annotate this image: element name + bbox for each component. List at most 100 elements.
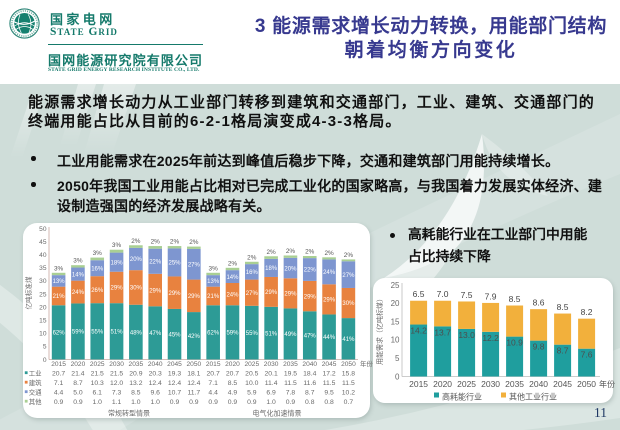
- svg-text:7.9: 7.9: [485, 291, 497, 301]
- svg-text:20.7: 20.7: [52, 371, 65, 378]
- svg-text:6.1: 6.1: [93, 390, 103, 397]
- svg-text:21.4: 21.4: [71, 371, 84, 378]
- svg-text:29%: 29%: [149, 288, 162, 294]
- svg-text:2%: 2%: [247, 254, 257, 261]
- svg-text:2050: 2050: [341, 361, 356, 368]
- svg-text:4.4: 4.4: [54, 390, 64, 397]
- svg-text:0.8: 0.8: [305, 399, 315, 406]
- svg-text:13%: 13%: [207, 279, 220, 285]
- svg-text:常规转型情景: 常规转型情景: [108, 409, 150, 418]
- svg-text:42%: 42%: [188, 334, 201, 340]
- svg-text:29%: 29%: [323, 298, 336, 304]
- svg-text:22%: 22%: [304, 268, 317, 274]
- svg-text:4.4: 4.4: [208, 390, 218, 397]
- svg-text:2045: 2045: [553, 379, 572, 389]
- svg-text:2025: 2025: [457, 379, 476, 389]
- svg-text:2030: 2030: [481, 379, 500, 389]
- svg-text:交通: 交通: [29, 388, 42, 397]
- svg-text:44%: 44%: [323, 335, 336, 341]
- svg-text:13.7: 13.7: [434, 327, 451, 337]
- svg-text:2%: 2%: [324, 250, 334, 257]
- svg-text:18%: 18%: [111, 260, 124, 266]
- svg-text:工业: 工业: [29, 369, 42, 378]
- svg-text:2020: 2020: [71, 361, 86, 368]
- svg-text:7.1: 7.1: [54, 380, 64, 387]
- svg-text:51%: 51%: [111, 330, 124, 336]
- svg-text:41%: 41%: [342, 337, 355, 343]
- svg-text:27%: 27%: [246, 291, 259, 297]
- svg-text:0.9: 0.9: [73, 399, 83, 406]
- svg-text:21%: 21%: [53, 294, 66, 300]
- svg-text:3%: 3%: [209, 265, 219, 272]
- svg-text:0.9: 0.9: [170, 399, 180, 406]
- svg-text:20.5: 20.5: [245, 371, 258, 378]
- svg-text:2%: 2%: [286, 248, 296, 255]
- svg-text:2%: 2%: [170, 239, 180, 246]
- svg-text:17.2: 17.2: [322, 371, 335, 378]
- svg-text:8.7: 8.7: [73, 380, 83, 387]
- svg-text:11.5: 11.5: [342, 380, 355, 387]
- svg-text:15: 15: [391, 317, 400, 326]
- svg-text:2015: 2015: [51, 361, 66, 368]
- svg-text:0.9: 0.9: [247, 399, 257, 406]
- svg-text:24%: 24%: [323, 270, 336, 276]
- svg-text:55%: 55%: [91, 330, 104, 336]
- svg-text:2020: 2020: [225, 361, 240, 368]
- svg-text:11.7: 11.7: [187, 390, 200, 397]
- svg-text:8.6: 8.6: [533, 298, 545, 308]
- svg-text:8.7: 8.7: [305, 390, 315, 397]
- svg-text:25: 25: [391, 281, 400, 290]
- svg-text:2%: 2%: [344, 252, 354, 259]
- svg-text:2035: 2035: [129, 361, 144, 368]
- svg-text:49%: 49%: [284, 332, 297, 338]
- svg-text:1.1: 1.1: [112, 399, 122, 406]
- svg-text:30%: 30%: [342, 301, 355, 307]
- svg-text:20: 20: [39, 304, 47, 311]
- svg-text:21.5: 21.5: [110, 371, 123, 378]
- svg-text:16%: 16%: [246, 270, 259, 276]
- svg-text:20%: 20%: [284, 266, 297, 272]
- svg-text:2030: 2030: [264, 361, 279, 368]
- svg-text:29%: 29%: [169, 291, 182, 297]
- svg-text:其他: 其他: [29, 397, 42, 406]
- svg-text:2025: 2025: [244, 361, 259, 368]
- svg-text:10.3: 10.3: [91, 380, 104, 387]
- svg-text:7.5: 7.5: [461, 290, 473, 300]
- svg-text:35: 35: [39, 265, 47, 272]
- svg-text:建筑: 建筑: [29, 378, 42, 387]
- svg-text:20.7: 20.7: [207, 371, 220, 378]
- svg-text:62%: 62%: [207, 331, 220, 337]
- svg-text:8.5: 8.5: [557, 302, 569, 312]
- svg-text:7.0: 7.0: [437, 289, 449, 299]
- svg-text:2035: 2035: [505, 379, 524, 389]
- svg-text:2050: 2050: [577, 379, 596, 389]
- svg-text:0.9: 0.9: [208, 399, 218, 406]
- svg-text:50: 50: [39, 226, 47, 233]
- svg-text:25: 25: [39, 291, 47, 298]
- svg-text:48%: 48%: [130, 330, 143, 336]
- svg-text:2015: 2015: [409, 379, 428, 389]
- svg-text:5: 5: [43, 344, 47, 351]
- svg-text:30: 30: [39, 278, 47, 285]
- svg-text:其他工业行业: 其他工业行业: [509, 392, 557, 402]
- svg-text:29%: 29%: [304, 294, 317, 300]
- svg-text:2%: 2%: [151, 239, 161, 246]
- svg-text:8.7: 8.7: [557, 346, 569, 356]
- svg-text:20%: 20%: [130, 257, 143, 263]
- svg-text:20: 20: [391, 299, 400, 308]
- svg-text:9.8: 9.8: [533, 342, 545, 352]
- svg-text:5: 5: [395, 354, 400, 363]
- svg-text:45%: 45%: [169, 332, 182, 338]
- svg-text:7.6: 7.6: [581, 350, 593, 360]
- svg-text:14%: 14%: [226, 275, 239, 281]
- svg-text:24%: 24%: [226, 292, 239, 298]
- svg-text:20.9: 20.9: [129, 371, 142, 378]
- svg-text:2%: 2%: [305, 249, 315, 256]
- svg-text:电气化加速情景: 电气化加速情景: [253, 409, 302, 418]
- svg-text:用能需求（亿吨标煤）: 用能需求（亿吨标煤）: [375, 295, 384, 365]
- svg-text:26%: 26%: [91, 288, 104, 294]
- svg-text:62%: 62%: [53, 331, 66, 337]
- svg-text:0.7: 0.7: [344, 399, 354, 406]
- svg-text:10: 10: [39, 331, 47, 338]
- svg-text:29%: 29%: [265, 290, 278, 296]
